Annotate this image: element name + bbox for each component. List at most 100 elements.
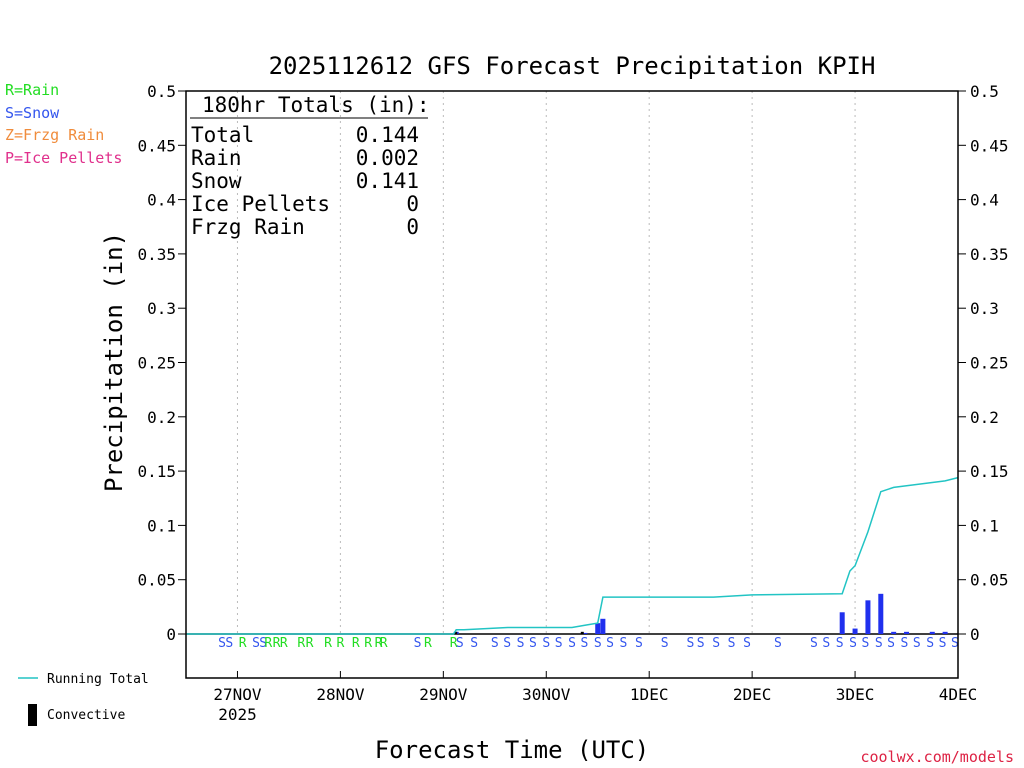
- precip-type-marker: S: [491, 636, 499, 651]
- running-total-path: [186, 476, 959, 635]
- y-tick-label-left: 0.25: [137, 354, 176, 373]
- totals-header: 180hr Totals (in):: [202, 93, 430, 117]
- precip-type-marker: S: [456, 636, 464, 651]
- totals-row-value: 0.144: [356, 123, 419, 147]
- precip-type-marker: R: [352, 636, 360, 651]
- precip-type-marker: S: [901, 636, 909, 651]
- convective-bar: [454, 631, 458, 634]
- precip-type-legend-item: P=Ice Pellets: [5, 148, 123, 167]
- precip-type-marker: S: [620, 636, 628, 651]
- precip-type-marker: S: [503, 636, 511, 651]
- y-tick-label-right: 0.1: [970, 516, 999, 535]
- x-tick-sublabel: 2025: [218, 705, 257, 724]
- convective-bar: [580, 631, 584, 634]
- precip-type-marker: R: [297, 636, 305, 651]
- precip-type-marker: S: [861, 636, 869, 651]
- y-tick-label-left: 0.1: [147, 516, 176, 535]
- precip-type-marker: S: [939, 636, 947, 651]
- precip-type-marker: S: [913, 636, 921, 651]
- precip-type-marker: S: [822, 636, 830, 651]
- precip-type-marker: S: [252, 636, 260, 651]
- x-tick-label: 27NOV: [213, 685, 262, 704]
- y-tick-label-right: 0.45: [970, 136, 1009, 155]
- precip-type-legend-item: S=Snow: [5, 103, 60, 122]
- y-tick-label-right: 0.35: [970, 245, 1009, 264]
- precip-type-marker: S: [414, 636, 422, 651]
- y-tick-label-left: 0: [166, 625, 176, 644]
- y-tick-label-right: 0.3: [970, 299, 999, 318]
- precip-bar: [878, 593, 884, 634]
- precip-bars: [453, 593, 948, 634]
- plot-frame: [185, 90, 959, 679]
- x-tick-label: 29NOV: [419, 685, 468, 704]
- y-tick-label-right: 0.05: [970, 571, 1009, 590]
- precip-type-marker: S: [555, 636, 563, 651]
- legend: Running Total Convective: [18, 672, 149, 726]
- totals-box: 180hr Totals (in): Total 0.144 Rain 0.002 Sno…: [190, 93, 430, 239]
- precip-type-marker: S: [635, 636, 643, 651]
- y-tick-label-left: 0.45: [137, 136, 176, 155]
- y-tick-label-left: 0.3: [147, 299, 176, 318]
- x-tick-label: 28NOV: [316, 685, 365, 704]
- precip-bar: [600, 618, 606, 634]
- y-tick-label-left: 0.2: [147, 408, 176, 427]
- running-total-line: [186, 476, 959, 635]
- precip-bar: [852, 628, 858, 634]
- precip-type-marker: R: [375, 636, 383, 651]
- precip-type-marker: S: [661, 636, 669, 651]
- precip-type-marker: R: [424, 636, 432, 651]
- precip-type-marker: R: [450, 636, 458, 651]
- precip-type-marker: S: [686, 636, 694, 651]
- precip-type-marker: R: [239, 636, 247, 651]
- precip-type-marker: S: [810, 636, 818, 651]
- x-tick-label: 4DEC: [939, 685, 978, 704]
- precip-type-marker: R: [264, 636, 272, 651]
- totals-row-label: Rain: [191, 146, 242, 170]
- x-axis-label: Forecast Time (UTC): [375, 736, 650, 764]
- precip-type-marker: R: [324, 636, 332, 651]
- axes: 0 00.05 0.050.1 0.10.15 0.150.2 0.20.25 0.250.…: [137, 82, 1008, 724]
- precip-type-marker: S: [774, 636, 782, 651]
- precip-type-marker: R: [364, 636, 372, 651]
- totals-row-value: 0.141: [356, 169, 419, 193]
- y-tick-label-left: 0.35: [137, 245, 176, 264]
- y-tick-label-right: 0.2: [970, 408, 999, 427]
- grid-lines: [186, 91, 958, 635]
- precip-bar: [582, 632, 588, 634]
- precip-bar: [904, 631, 910, 634]
- chart-title: 2025112612 GFS Forecast Precipitation KP…: [269, 52, 876, 80]
- y-tick-label-right: 0.4: [970, 191, 999, 210]
- x-tick-label: 30NOV: [522, 685, 571, 704]
- y-tick-label-right: 0.5: [970, 82, 999, 101]
- precip-type-legend-item: Z=Frzg Rain: [5, 126, 105, 144]
- precip-type-marker: S: [568, 636, 576, 651]
- precip-type-marker: R: [380, 636, 388, 651]
- totals-row-value: 0: [406, 215, 419, 239]
- precip-type-marker: S: [606, 636, 614, 651]
- precip-bar: [595, 623, 601, 634]
- precip-type-marker: S: [542, 636, 550, 651]
- y-tick-label-left: 0.5: [147, 82, 176, 101]
- y-tick-label-left: 0.4: [147, 191, 176, 210]
- y-axis-label: Precipitation (in): [100, 232, 128, 492]
- precip-type-marker: S: [225, 636, 233, 651]
- precip-bar: [942, 631, 948, 634]
- precip-bar: [865, 600, 871, 634]
- x-tick-label: 3DEC: [836, 685, 875, 704]
- y-tick-label-right: 0.25: [970, 354, 1009, 373]
- precip-type-marker: S: [594, 636, 602, 651]
- credit-label: coolwx.com/models: [860, 748, 1014, 766]
- precip-type-marker: R: [273, 636, 281, 651]
- totals-row-value: 0.002: [356, 146, 419, 170]
- precip-type-marker: S: [887, 636, 895, 651]
- legend-label-convective: Convective: [47, 708, 125, 723]
- totals-row-label: Total: [191, 123, 254, 147]
- precip-type-marker: S: [529, 636, 537, 651]
- y-tick-label-right: 0: [970, 625, 980, 644]
- y-tick-label-left: 0.15: [137, 462, 176, 481]
- x-tick-label: 2DEC: [733, 685, 772, 704]
- totals-row-label: Ice Pellets: [191, 192, 330, 216]
- totals-row-label: Frzg Rain: [191, 215, 305, 239]
- precip-type-markers: S S R S SR R R R R R R R R RR S R RS S S S S S S S S S S S S S S S S S S S S…: [218, 636, 959, 651]
